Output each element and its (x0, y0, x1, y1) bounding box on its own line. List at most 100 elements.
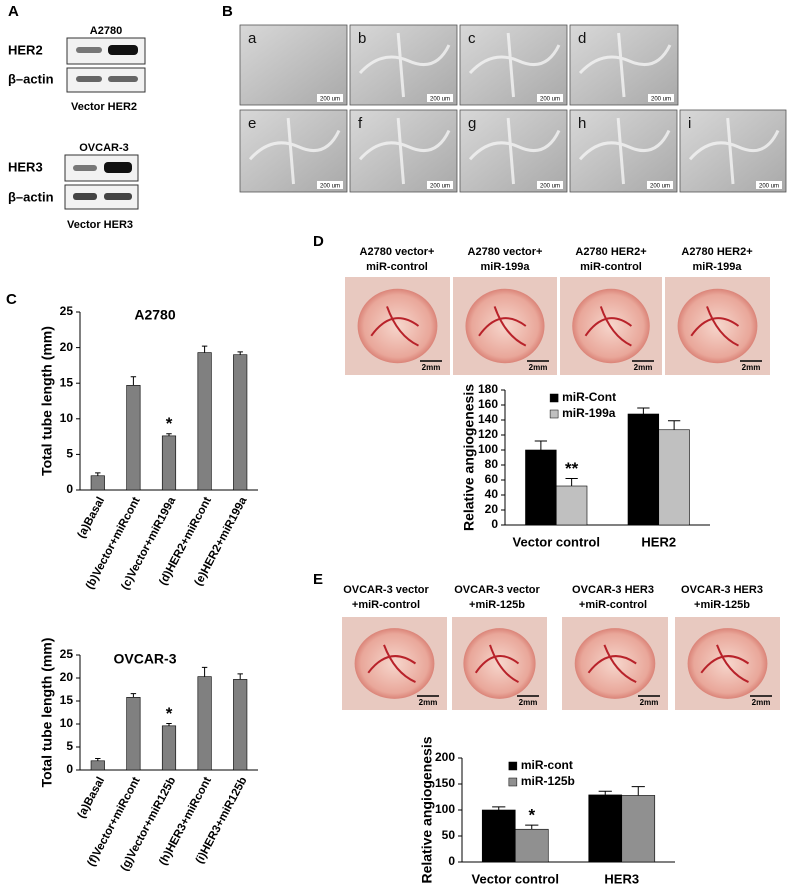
bar (90, 760, 105, 771)
scale-bar: 2mm (640, 698, 659, 707)
tube-network (468, 32, 561, 98)
panel-label: C (6, 291, 17, 308)
vessels (367, 644, 417, 684)
error-bar (201, 666, 208, 677)
y-axis-label: Relative angiogenesis (461, 384, 477, 531)
photo-caption: miR-control (580, 261, 642, 273)
tube-network (468, 117, 561, 185)
image-label: e (248, 115, 256, 132)
tube-network (248, 117, 341, 185)
photo-caption: miR-control (366, 261, 428, 273)
tube-network (578, 117, 671, 185)
y-tick-label: 100 (435, 802, 455, 816)
y-tick-label: 60 (485, 472, 499, 486)
y-tick-label: 5 (66, 739, 73, 753)
photo-caption: +miR-125b (694, 599, 750, 611)
legend-label: miR-199a (562, 406, 616, 420)
scale-bar: 2mm (752, 698, 771, 707)
photo-caption: miR-199a (693, 261, 743, 273)
scale-bar: 2mm (422, 363, 441, 372)
error-bar (130, 693, 137, 698)
error-bar (534, 440, 548, 450)
legend-label: miR-125b (521, 774, 575, 788)
y-tick-label: 140 (478, 412, 498, 426)
bar (233, 679, 248, 771)
bar (197, 676, 212, 771)
band (108, 45, 138, 55)
scale-bar: 200 um (540, 184, 560, 190)
scale-bar: 2mm (529, 363, 548, 372)
scale-bar: 200 um (651, 97, 671, 103)
tube-network (688, 117, 780, 185)
photo-caption: OVCAR-3 vector (343, 584, 429, 596)
y-tick-label: 80 (485, 457, 499, 471)
micrograph (239, 24, 348, 106)
vessels (587, 644, 637, 684)
annotation: * (166, 414, 173, 433)
bar (658, 429, 690, 526)
scale-bar: 200 um (430, 184, 450, 190)
error-bar (667, 420, 681, 430)
band (104, 162, 132, 173)
image-label: b (358, 30, 366, 47)
photo-caption: +miR-control (352, 599, 420, 611)
x-tick-label: (a)Basal (76, 495, 108, 540)
panel-label: D (313, 233, 324, 250)
y-tick-label: 15 (60, 375, 74, 389)
photo-caption: A2780 HER2+ (575, 246, 646, 258)
vessels (700, 644, 750, 684)
vessels (584, 306, 633, 347)
y-tick-label: 40 (485, 487, 499, 501)
x-tick-label: Vector control (513, 534, 600, 549)
bar (126, 385, 141, 491)
tube-network (358, 32, 451, 98)
scale-bar: 200 um (430, 97, 450, 103)
y-tick-label: 120 (478, 427, 498, 441)
cell-line: A2780 (90, 25, 122, 37)
band (104, 193, 132, 200)
y-tick-label: 25 (60, 304, 74, 318)
y-tick-label: 25 (60, 647, 74, 661)
panel-label: A (8, 3, 19, 20)
bar (233, 354, 248, 491)
scale-bar: 2mm (519, 698, 538, 707)
photo-caption: OVCAR-3 HER3 (681, 584, 763, 596)
legend-swatch (549, 409, 559, 419)
error-bar (637, 407, 650, 414)
photo-caption: +miR-control (579, 599, 647, 611)
panel-label: E (313, 571, 323, 588)
y-tick-label: 15 (60, 693, 74, 707)
scale-box (648, 94, 674, 102)
error-bar (95, 758, 101, 761)
scale-bar: 2mm (742, 363, 761, 372)
scale-box (647, 181, 673, 189)
x-tick-label: HER3 (604, 871, 639, 886)
bar (90, 475, 105, 491)
bar (161, 725, 177, 771)
y-tick-label: 10 (60, 716, 74, 730)
bar (481, 809, 516, 863)
legend-label: miR-Cont (562, 390, 616, 404)
y-tick-label: 5 (66, 447, 73, 461)
y-axis-label: Total tube length (mm) (39, 638, 55, 788)
error-bar (201, 345, 208, 353)
y-tick-label: 50 (442, 828, 456, 842)
scale-bar: 200 um (320, 184, 340, 190)
y-tick-label: 20 (60, 340, 74, 354)
error-bar (166, 723, 172, 726)
image-label: c (468, 30, 476, 47)
y-axis-label: Total tube length (mm) (39, 326, 55, 476)
tube-network (578, 32, 672, 98)
legend-swatch (508, 777, 518, 787)
error-bar (166, 433, 172, 436)
bar (161, 435, 177, 491)
x-tick-label: HER2 (641, 534, 676, 549)
error-bar (525, 824, 539, 830)
band-label: HER2 (8, 42, 43, 57)
band-label: β–actin (8, 71, 54, 86)
error-bar (130, 376, 137, 386)
scale-bar: 200 um (759, 184, 779, 190)
y-tick-label: 20 (60, 670, 74, 684)
scale-bar: 200 um (540, 97, 560, 103)
error-bar (492, 806, 506, 810)
